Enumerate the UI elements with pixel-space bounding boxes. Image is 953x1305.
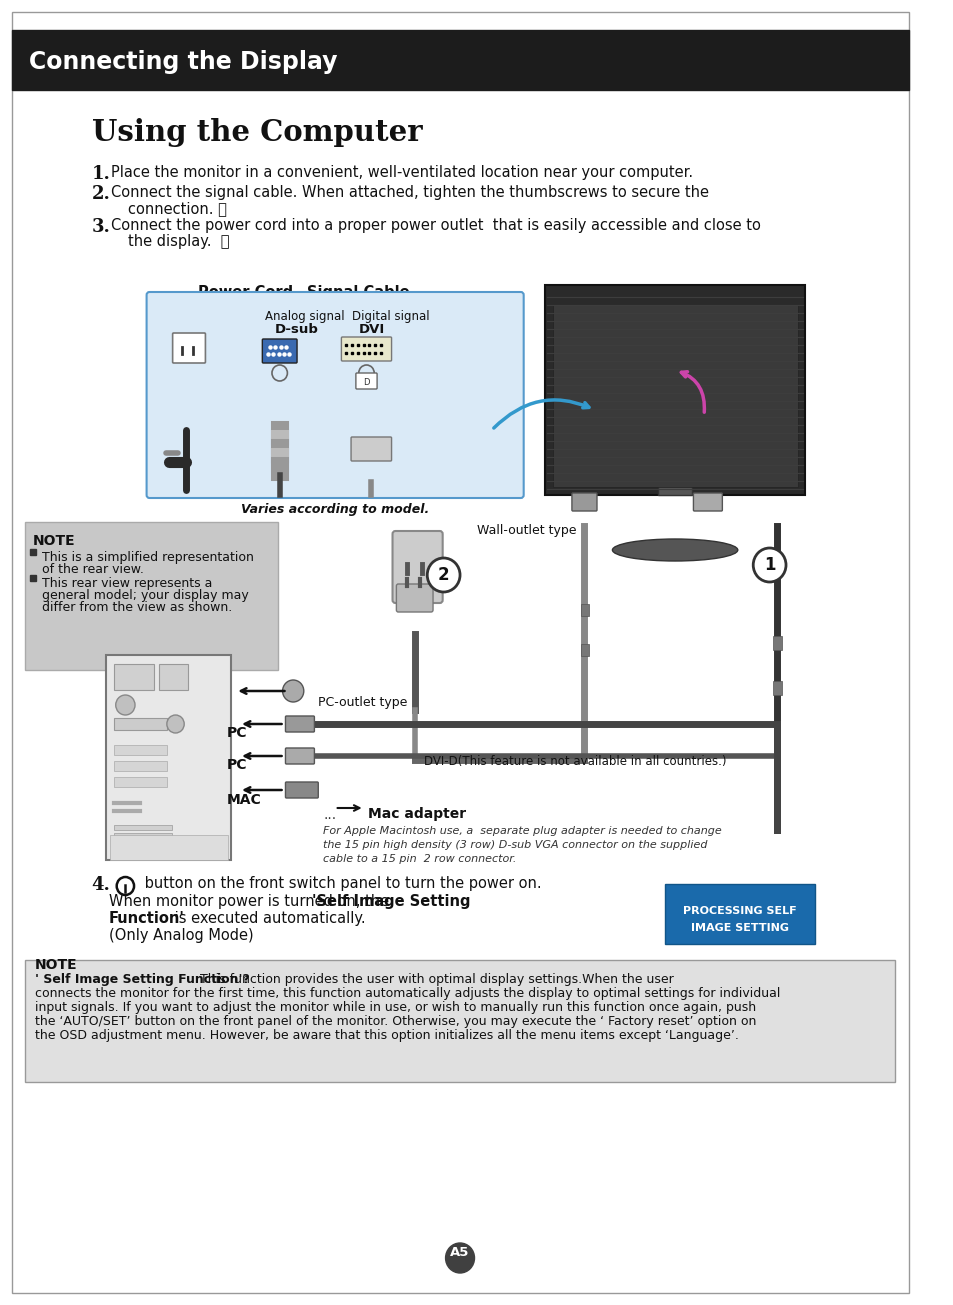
Text: D: D (363, 377, 370, 386)
Text: 3.: 3. (91, 218, 111, 236)
Text: PC: PC (227, 726, 247, 740)
Text: Function': Function' (109, 911, 185, 927)
Text: the OSD adjustment menu. However, be aware that this option initializes all the : the OSD adjustment menu. However, be awa… (34, 1030, 738, 1041)
Text: general model; your display may: general model; your display may (42, 589, 249, 602)
Circle shape (282, 680, 303, 702)
Bar (113, 761, 167, 771)
Bar (113, 745, 167, 756)
Text: 1.: 1. (91, 164, 111, 183)
Text: DVI: DVI (358, 324, 385, 335)
Text: the display.  ⓙ: the display. ⓙ (128, 234, 230, 249)
Text: Signal Cable: Signal Cable (306, 284, 409, 300)
Bar (657, 440, 692, 495)
Text: (Only Analog Mode): (Only Analog Mode) (109, 928, 253, 944)
FancyBboxPatch shape (147, 292, 523, 499)
Text: Using the Computer: Using the Computer (91, 117, 422, 147)
Text: Place the monitor in a convenient, well-ventilated location near your computer.: Place the monitor in a convenient, well-… (111, 164, 692, 180)
Text: This function provides the user with optimal display settings.When the user: This function provides the user with opt… (196, 974, 673, 987)
Text: IMAGE SETTING: IMAGE SETTING (690, 923, 788, 933)
Text: is executed automatically.: is executed automatically. (170, 911, 365, 927)
FancyBboxPatch shape (351, 437, 391, 461)
Text: Connect the signal cable. When attached, tighten the thumbscrews to secure the: Connect the signal cable. When attached,… (111, 185, 708, 200)
Text: 4.: 4. (91, 876, 111, 894)
Text: Mac adapter: Mac adapter (368, 806, 466, 821)
Bar (773, 636, 781, 650)
Text: Analog signal: Analog signal (265, 311, 344, 324)
Bar (113, 833, 172, 838)
Text: NOTE: NOTE (34, 958, 77, 972)
Text: 'Self Image Setting: 'Self Image Setting (312, 894, 471, 910)
Text: 2: 2 (437, 566, 449, 585)
Bar (113, 776, 167, 787)
Text: Varies according to model.: Varies according to model. (241, 502, 429, 515)
Bar (113, 718, 167, 729)
FancyBboxPatch shape (355, 373, 376, 389)
Text: of the rear view.: of the rear view. (42, 562, 144, 576)
Text: D-sub: D-sub (274, 324, 318, 335)
Text: differ from the view as shown.: differ from the view as shown. (42, 602, 233, 613)
Text: DVI-D(This feature is not available in all countries.): DVI-D(This feature is not available in a… (424, 756, 726, 769)
Text: cable to a 15 pin  2 row connector.: cable to a 15 pin 2 row connector. (323, 853, 516, 864)
FancyBboxPatch shape (693, 493, 721, 512)
Text: ' Self Image Setting Function'?: ' Self Image Setting Function'? (34, 974, 250, 987)
Bar (25, 960, 894, 1082)
FancyBboxPatch shape (341, 337, 391, 361)
Circle shape (427, 559, 459, 592)
Bar (106, 655, 232, 860)
FancyBboxPatch shape (285, 716, 314, 732)
Bar (113, 840, 172, 846)
Text: the ‘AUTO/SET’ button on the front panel of the monitor. Otherwise, you may exec: the ‘AUTO/SET’ button on the front panel… (34, 1015, 756, 1028)
Bar (773, 681, 781, 696)
FancyBboxPatch shape (392, 531, 442, 603)
Text: Power Cord: Power Cord (197, 284, 293, 300)
Text: Connecting the Display: Connecting the Display (29, 50, 337, 74)
Text: Wall-outlet type: Wall-outlet type (476, 525, 577, 536)
Text: Digital signal: Digital signal (352, 311, 429, 324)
Text: Connect the power cord into a proper power outlet  that is easily accessible and: Connect the power cord into a proper pow… (111, 218, 760, 234)
Bar (580, 604, 589, 616)
Text: the 15 pin high density (3 row) D-sub VGA connector on the supplied: the 15 pin high density (3 row) D-sub VG… (323, 840, 707, 850)
Text: A5: A5 (450, 1246, 469, 1259)
Bar (113, 825, 172, 830)
FancyBboxPatch shape (571, 493, 597, 512)
Circle shape (753, 548, 785, 582)
FancyBboxPatch shape (285, 748, 314, 763)
Text: When monitor power is turned on, the: When monitor power is turned on, the (109, 894, 394, 910)
Text: 2.: 2. (91, 185, 111, 204)
Bar (159, 664, 188, 690)
Bar (113, 664, 154, 690)
Text: NOTE: NOTE (32, 534, 75, 548)
FancyBboxPatch shape (285, 782, 318, 797)
Bar (25, 522, 277, 669)
FancyBboxPatch shape (172, 333, 205, 363)
Circle shape (445, 1242, 474, 1272)
FancyBboxPatch shape (262, 339, 296, 363)
Text: 1: 1 (763, 556, 775, 574)
Text: ···: ··· (323, 812, 335, 826)
Circle shape (115, 696, 135, 715)
Ellipse shape (612, 539, 737, 561)
Text: PC: PC (227, 758, 247, 773)
Bar (580, 643, 589, 656)
Text: This rear view represents a: This rear view represents a (42, 577, 213, 590)
Text: PROCESSING SELF: PROCESSING SELF (682, 906, 796, 916)
FancyBboxPatch shape (395, 585, 433, 612)
Circle shape (167, 715, 184, 733)
Text: MAC: MAC (227, 793, 261, 806)
Text: button on the front switch panel to turn the power on.: button on the front switch panel to turn… (140, 876, 541, 891)
Text: connects the monitor for the first time, this function automatically adjusts the: connects the monitor for the first time,… (34, 987, 780, 1000)
Bar (110, 835, 228, 860)
Text: PC-outlet type: PC-outlet type (318, 696, 407, 709)
Text: connection. ⓘ: connection. ⓘ (128, 201, 227, 217)
Bar (552, 305, 797, 487)
Bar (11, 30, 907, 90)
Text: For Apple Macintosh use, a  separate plug adapter is needed to change: For Apple Macintosh use, a separate plug… (323, 826, 721, 837)
Bar (544, 284, 804, 495)
Bar (113, 850, 172, 853)
FancyBboxPatch shape (665, 883, 814, 944)
Text: input signals. If you want to adjust the monitor while in use, or wish to manual: input signals. If you want to adjust the… (34, 1001, 755, 1014)
Text: This is a simplified representation: This is a simplified representation (42, 551, 254, 564)
